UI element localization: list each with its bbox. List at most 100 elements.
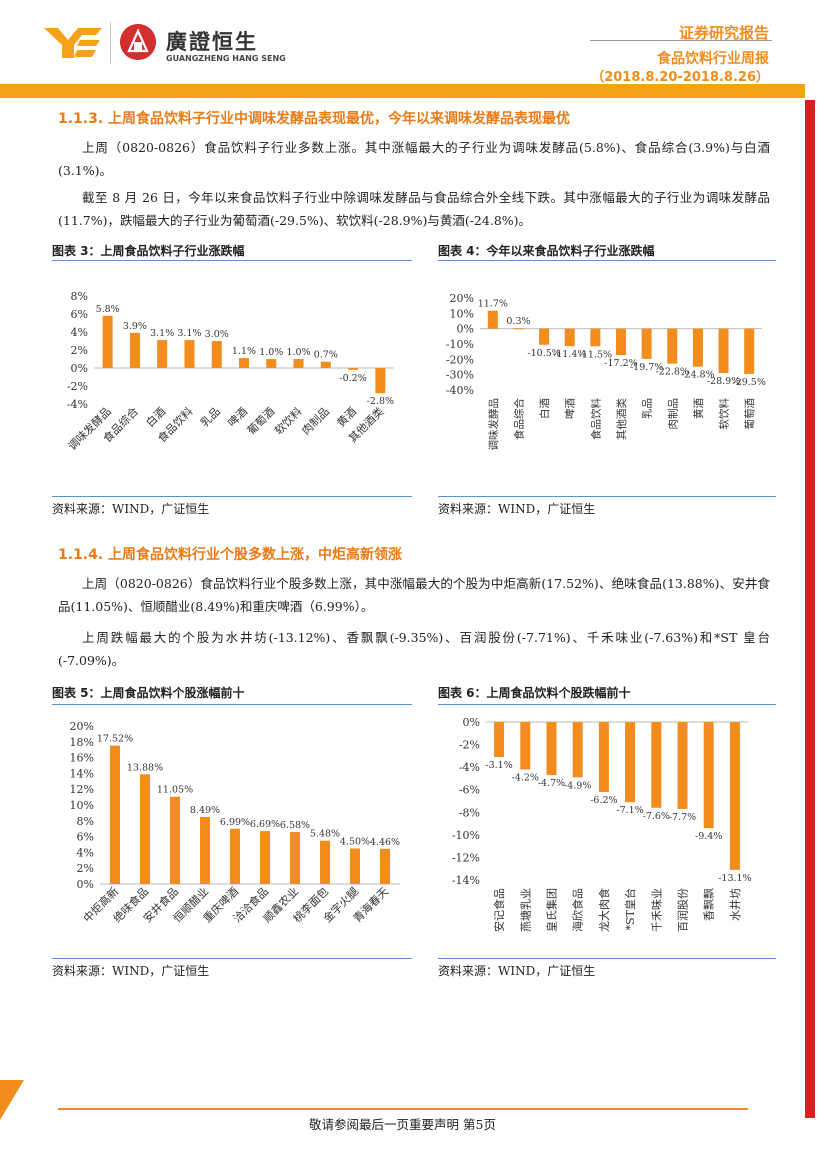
fig3-bottom-rule <box>52 496 412 497</box>
bar <box>641 328 652 359</box>
data-label: 5.8% <box>96 304 120 315</box>
bar <box>616 328 626 356</box>
bar <box>102 315 113 368</box>
bar <box>320 361 331 368</box>
header-band <box>0 84 805 98</box>
data-label: -4.7% <box>538 778 565 789</box>
data-label: -7.6% <box>643 811 670 822</box>
header-divider <box>590 40 772 41</box>
bar <box>520 722 531 770</box>
category-label: 白酒 <box>538 398 551 419</box>
bar <box>375 368 386 394</box>
y-tick-label: 20% <box>450 292 474 305</box>
y-tick-label: -10% <box>452 829 480 842</box>
y-tick-label: 8% <box>77 815 94 828</box>
category-label: 千禾味业 <box>650 888 663 932</box>
bar <box>266 359 277 368</box>
category-label: 食品综合 <box>512 398 525 440</box>
data-label: 1.0% <box>286 347 310 358</box>
category-label: 软饮料 <box>718 398 731 430</box>
data-label: 6.69% <box>250 819 280 830</box>
section1-paragraph-2: 截至 8 月 26 日，今年以来食品饮料子行业中除调味发酵品与食品综合外全线下跌… <box>58 190 770 228</box>
category-label: 其他酒类 <box>615 398 628 440</box>
bar <box>513 328 524 330</box>
bar <box>703 722 714 829</box>
category-label: 安记食品 <box>492 888 506 932</box>
data-label: 1.0% <box>259 347 283 358</box>
y-tick-label: 14% <box>70 767 94 780</box>
y-tick-label: 6% <box>71 308 88 321</box>
bar <box>184 340 195 368</box>
bar <box>494 722 505 757</box>
data-label: -7.7% <box>669 812 696 823</box>
bar <box>692 328 703 367</box>
fig5-title: 图表 5：上周食品饮料个股涨幅前十 <box>52 686 245 700</box>
data-label: 8.49% <box>190 805 220 816</box>
category-label: 水井坊 <box>728 888 742 921</box>
y-tick-label: -14% <box>452 874 480 887</box>
bar <box>350 848 360 884</box>
data-label: -13.1% <box>718 873 751 884</box>
y-tick-label: -4% <box>459 761 480 774</box>
data-label: -28.9% <box>707 376 740 387</box>
data-label: -22.8% <box>656 367 689 378</box>
y-tick-label: -20% <box>446 353 474 366</box>
report-type: 证券研究报告 <box>678 24 769 42</box>
brand-name-cn: 廣證恒生 <box>166 30 258 54</box>
y-tick-label: -4% <box>67 398 88 411</box>
bar <box>157 340 168 368</box>
category-label: *ST皇台 <box>623 888 637 930</box>
data-label: 13.88% <box>127 762 163 773</box>
fig5-chart: 20%18%16%14%12%10%8%6%4%2%0%17.52%中炬高新13… <box>70 720 401 925</box>
bar <box>200 816 210 884</box>
y-tick-label: -2% <box>459 739 480 752</box>
y-tick-label: 18% <box>70 736 94 749</box>
category-label: 乳品 <box>641 398 654 419</box>
data-label: -11.4% <box>553 349 586 360</box>
data-label: -7.1% <box>616 805 643 816</box>
fig4-source: 资料来源：WIND，广证恒生 <box>438 502 596 516</box>
fig6-bottom-rule <box>438 958 776 959</box>
data-label: -10.5% <box>527 348 560 359</box>
company-logo-icon <box>44 28 102 58</box>
bar <box>211 341 222 368</box>
y-tick-label: 10% <box>70 799 94 812</box>
section2-paragraph-2: 上周跌幅最大的个股为水井坊(-13.12%)、香飘飘(-9.35%)、百润股份(… <box>58 630 770 668</box>
data-label: 11.7% <box>478 299 508 310</box>
fig5-bottom-rule <box>52 958 412 959</box>
category-label: 软饮料 <box>271 404 304 437</box>
data-label: -2.8% <box>367 396 394 407</box>
y-tick-label: 20% <box>70 720 94 733</box>
data-label: -19.7% <box>630 362 663 373</box>
data-label: -6.2% <box>590 795 617 806</box>
category-label: 燕塘乳业 <box>518 888 532 932</box>
category-label: 海欣食品 <box>571 888 585 932</box>
y-tick-label: 0% <box>457 323 474 336</box>
y-tick-label: -8% <box>459 806 480 819</box>
category-label: 肉制品 <box>299 405 332 438</box>
category-label: 啤酒 <box>564 398 577 419</box>
section-title-1-1-3: 1.1.3. 上周食品饮料子行业中调味发酵品表现最优，今年以来调味发酵品表现最优 <box>58 111 571 127</box>
data-label: 3.9% <box>123 321 147 332</box>
bar <box>546 722 557 776</box>
y-tick-label: 4% <box>77 846 94 859</box>
fig6-source: 资料来源：WIND，广证恒生 <box>438 964 596 978</box>
bar <box>590 328 601 347</box>
bar <box>729 722 740 870</box>
y-tick-label: 0% <box>71 362 88 375</box>
bar <box>487 310 498 329</box>
bar <box>293 359 304 368</box>
data-label: -3.1% <box>485 760 512 771</box>
fig4-bottom-rule <box>438 496 776 497</box>
bar <box>380 848 390 884</box>
data-label: 5.48% <box>310 829 340 840</box>
bar <box>230 828 240 884</box>
bar <box>260 831 270 884</box>
data-label: 11.05% <box>157 785 193 796</box>
logo-divider <box>110 22 111 64</box>
data-label: -0.2% <box>339 373 366 384</box>
section1-paragraph-1: 上周（0820-0826）食品饮料子行业多数上涨。其中涨幅最大的子行业为调味发酵… <box>58 140 770 178</box>
bar <box>625 722 636 803</box>
fig3-chart: 8%6%4%2%0%-2%-4%5.8%调味发酵品3.9%食品综合3.1%白酒3… <box>65 290 394 453</box>
fig3-title: 图表 3：上周食品饮料子行业涨跌幅 <box>52 244 245 258</box>
